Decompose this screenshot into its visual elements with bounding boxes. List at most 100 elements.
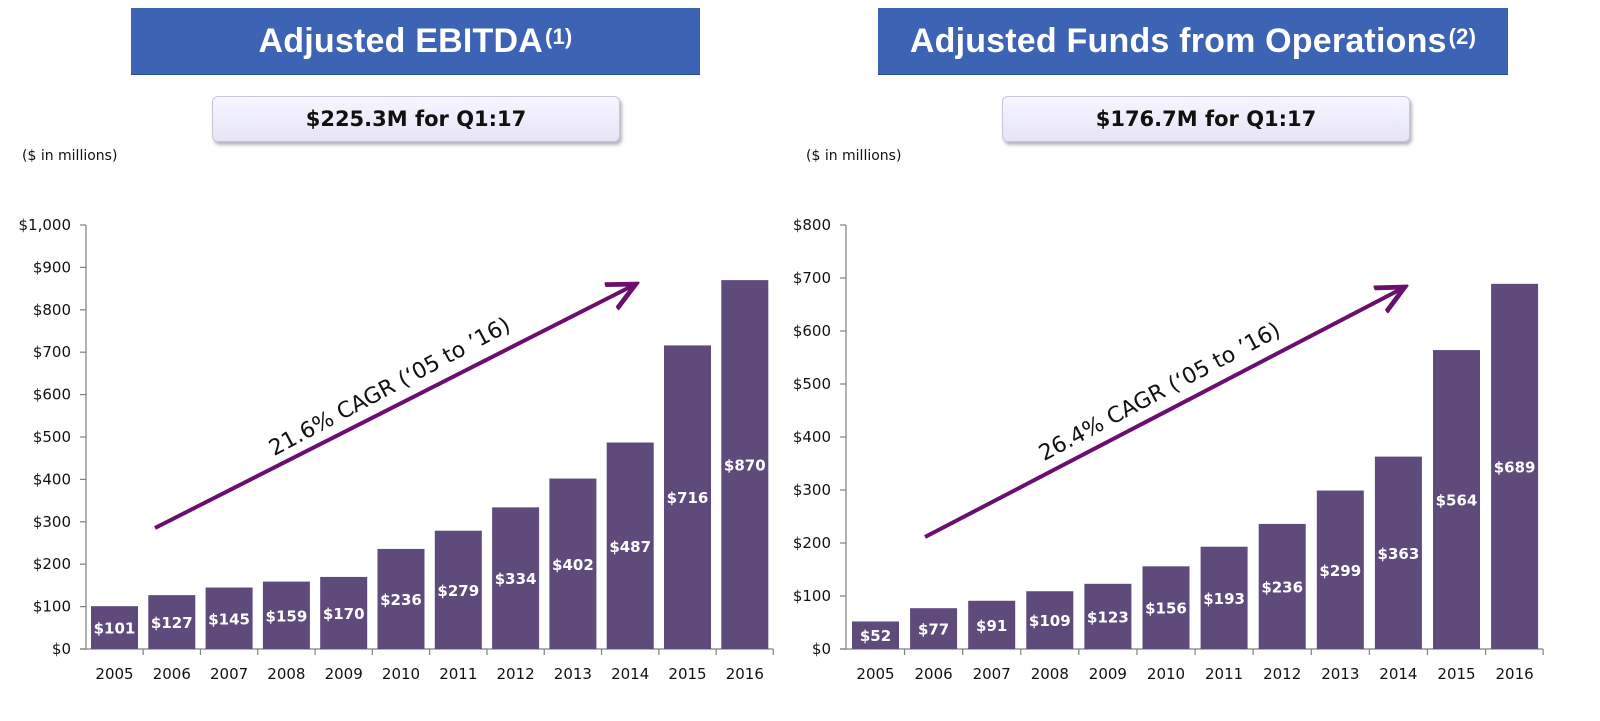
- affo-x-tick-label: 2014: [1379, 665, 1417, 683]
- ebitda-x-tick-label: 2015: [668, 665, 706, 683]
- ebitda-x-tick-label: 2011: [439, 665, 477, 683]
- affo-x-tick-label: 2006: [915, 665, 953, 683]
- affo-x-tick-label: 2013: [1321, 665, 1359, 683]
- ebitda-y-tick-label: $800: [33, 301, 71, 319]
- ebitda-y-tick-label: $1,000: [19, 216, 72, 234]
- ebitda-y-tick-label: $0: [52, 640, 71, 658]
- ebitda-bar-label: $279: [437, 582, 479, 600]
- ebitda-title-footnote: (1): [544, 24, 573, 49]
- affo-bar-2006: [910, 608, 958, 649]
- ebitda-y-tick-label: $700: [33, 343, 71, 361]
- affo-cagr-label: 26.4% CAGR (‘05 to ’16): [1035, 318, 1285, 467]
- ebitda-bar-label: $159: [266, 607, 308, 625]
- affo-x-tick-label: 2009: [1089, 665, 1127, 683]
- affo-bar-label: $299: [1319, 562, 1361, 580]
- ebitda-units-label: ($ in millions): [22, 148, 118, 164]
- ebitda-y-tick-label: $400: [33, 470, 71, 488]
- ebitda-x-tick-label: 2008: [267, 665, 305, 683]
- affo-title-footnote: (2): [1448, 24, 1477, 49]
- affo-q1-value: $176.7M for Q1:17: [1095, 107, 1317, 131]
- ebitda-title-bar: Adjusted EBITDA (1): [131, 8, 700, 74]
- ebitda-bar-2013: [549, 478, 597, 649]
- ebitda-x-tick-label: 2007: [210, 665, 248, 683]
- ebitda-x-tick-label: 2006: [153, 665, 191, 683]
- ebitda-x-tick-label: 2009: [325, 665, 363, 683]
- ebitda-bar-2008: [262, 581, 310, 649]
- affo-cagr-arrow: [924, 288, 1403, 539]
- affo-title-bar: Adjusted Funds from Operations (2): [878, 8, 1508, 74]
- ebitda-q1-box: $225.3M for Q1:17: [212, 96, 620, 142]
- ebitda-x-tick-label: 2016: [726, 665, 764, 683]
- affo-y-tick-label: $800: [793, 216, 831, 234]
- affo-y-tick-label: $200: [793, 534, 831, 552]
- ebitda-bar-label: $236: [380, 591, 422, 609]
- ebitda-panel: Adjusted EBITDA (1) $225.3M for Q1:17 ($ …: [22, 8, 700, 164]
- affo-x-tick-label: 2016: [1496, 665, 1534, 683]
- affo-y-tick-label: $400: [793, 428, 831, 446]
- ebitda-bar-label: $145: [208, 610, 250, 628]
- affo-x-tick-label: 2011: [1205, 665, 1243, 683]
- ebitda-y-tick-label: $100: [33, 598, 71, 616]
- ebitda-bar-2006: [148, 595, 196, 649]
- affo-bar-label: $91: [976, 617, 1007, 635]
- affo-bar-2014: [1374, 456, 1422, 649]
- affo-bar-2011: [1200, 546, 1248, 649]
- affo-title: Adjusted Funds from Operations: [909, 21, 1447, 60]
- affo-x-tick-label: 2015: [1437, 665, 1475, 683]
- affo-bar-label: $236: [1261, 578, 1303, 596]
- affo-bar-2008: [1026, 591, 1074, 649]
- ebitda-bar-label: $716: [667, 489, 709, 507]
- ebitda-bar-label: $487: [609, 538, 651, 556]
- ebitda-bar-label: $170: [323, 605, 365, 623]
- affo-y-tick-label: $600: [793, 322, 831, 340]
- ebitda-y-tick-label: $200: [33, 555, 71, 573]
- affo-y-tick-label: $100: [793, 587, 831, 605]
- affo-bar-label: $123: [1087, 608, 1129, 626]
- affo-bar-label: $363: [1378, 545, 1420, 563]
- affo-bar-2010: [1142, 566, 1190, 649]
- ebitda-y-tick-label: $900: [33, 258, 71, 276]
- affo-units-label: ($ in millions): [806, 148, 902, 164]
- ebitda-title: Adjusted EBITDA: [258, 21, 543, 60]
- ebitda-bar-label: $402: [552, 556, 594, 574]
- affo-y-tick-label: $500: [793, 375, 831, 393]
- affo-y-tick-label: $300: [793, 481, 831, 499]
- ebitda-x-tick-label: 2014: [611, 665, 649, 683]
- affo-bar-2007: [968, 600, 1016, 649]
- ebitda-bar-label: $127: [151, 614, 193, 632]
- affo-bar-label: $193: [1203, 590, 1245, 608]
- affo-bar-label: $109: [1029, 612, 1071, 630]
- ebitda-bar-2012: [492, 507, 540, 649]
- ebitda-bar-label: $334: [495, 570, 537, 588]
- ebitda-y-tick-label: $300: [33, 513, 71, 531]
- affo-chart: $0 $100 $200 $300 $400 $500 $600 $700 $800 $52 200…: [793, 216, 1544, 683]
- ebitda-bar-2005: [91, 606, 138, 649]
- ebitda-x-tick-label: 2010: [382, 665, 420, 683]
- ebitda-q1-value: $225.3M for Q1:17: [305, 107, 527, 131]
- ebitda-cagr-label: 21.6% CAGR (‘05 to ’16): [265, 313, 515, 462]
- affo-bar-label: $156: [1145, 600, 1187, 618]
- affo-bar-label: $52: [860, 627, 891, 645]
- ebitda-x-tick-label: 2013: [554, 665, 592, 683]
- ebitda-y-tick-label: $600: [33, 386, 71, 404]
- affo-x-tick-label: 2012: [1263, 665, 1301, 683]
- ebitda-x-tick-label: 2012: [497, 665, 535, 683]
- affo-q1-box: $176.7M for Q1:17: [1002, 96, 1410, 142]
- ebitda-bar-2010: [377, 548, 425, 649]
- affo-x-tick-label: 2010: [1147, 665, 1185, 683]
- affo-bar-2016: [1491, 283, 1539, 649]
- ebitda-bar-2016: [721, 280, 769, 649]
- affo-bar-label: $77: [918, 621, 949, 639]
- affo-x-tick-label: 2005: [856, 665, 894, 683]
- ebitda-cagr-arrow: [154, 285, 634, 530]
- affo-bar-2009: [1084, 583, 1132, 649]
- affo-bar-2012: [1258, 523, 1306, 649]
- ebitda-chart: $0 $100 $200 $300 $400 $500 $600 $700 $800 $900 $1…: [19, 216, 774, 683]
- ebitda-bar-2011: [434, 530, 482, 649]
- affo-bar-label: $564: [1436, 492, 1478, 510]
- ebitda-bar-2007: [205, 587, 253, 649]
- ebitda-y-tick-label: $500: [33, 428, 71, 446]
- ebitda-bar-label: $870: [724, 457, 766, 475]
- affo-x-tick-label: 2007: [973, 665, 1011, 683]
